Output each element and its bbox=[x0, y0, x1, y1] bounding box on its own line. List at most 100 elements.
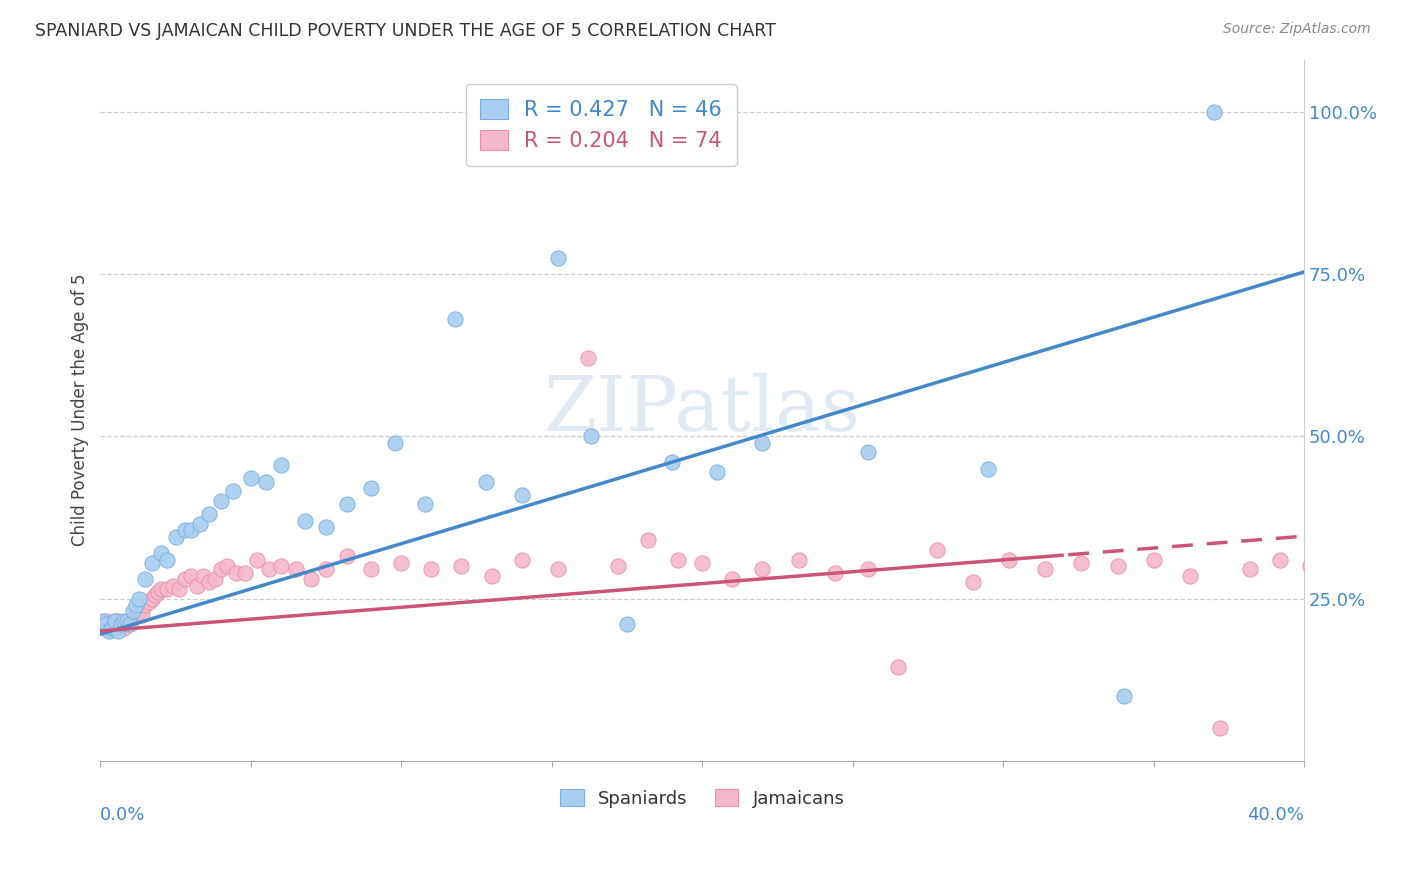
Point bbox=[233, 566, 256, 580]
Point bbox=[977, 461, 1000, 475]
Point bbox=[616, 617, 638, 632]
Point bbox=[215, 559, 238, 574]
Point bbox=[122, 611, 145, 625]
Point bbox=[180, 569, 202, 583]
Point bbox=[104, 614, 127, 628]
Point bbox=[128, 591, 150, 606]
Point bbox=[93, 614, 115, 628]
Point bbox=[787, 552, 810, 566]
Point bbox=[1178, 569, 1201, 583]
Point bbox=[415, 497, 437, 511]
Point bbox=[128, 605, 150, 619]
Point bbox=[751, 435, 773, 450]
Point bbox=[173, 572, 195, 586]
Text: 40.0%: 40.0% bbox=[1247, 806, 1305, 824]
Point bbox=[188, 516, 211, 531]
Text: SPANIARD VS JAMAICAN CHILD POVERTY UNDER THE AGE OF 5 CORRELATION CHART: SPANIARD VS JAMAICAN CHILD POVERTY UNDER… bbox=[35, 22, 776, 40]
Point bbox=[110, 617, 132, 632]
Point bbox=[254, 475, 277, 489]
Point bbox=[887, 659, 910, 673]
Point bbox=[222, 484, 245, 499]
Point bbox=[225, 566, 247, 580]
Point bbox=[107, 624, 129, 638]
Point bbox=[389, 556, 412, 570]
Point bbox=[191, 569, 214, 583]
Point bbox=[856, 562, 879, 576]
Point bbox=[122, 605, 145, 619]
Point bbox=[209, 494, 232, 508]
Point bbox=[96, 617, 118, 632]
Text: 0.0%: 0.0% bbox=[100, 806, 146, 824]
Point bbox=[101, 621, 124, 635]
Point bbox=[134, 598, 156, 612]
Point bbox=[120, 614, 142, 628]
Point bbox=[925, 542, 948, 557]
Point bbox=[1033, 562, 1056, 576]
Point bbox=[384, 435, 406, 450]
Point bbox=[125, 607, 148, 622]
Point bbox=[246, 552, 269, 566]
Point bbox=[155, 582, 177, 596]
Point bbox=[721, 572, 744, 586]
Point bbox=[270, 559, 292, 574]
Point bbox=[510, 552, 533, 566]
Point bbox=[284, 562, 307, 576]
Point bbox=[107, 614, 129, 628]
Point bbox=[360, 481, 382, 495]
Point bbox=[117, 614, 139, 628]
Point bbox=[96, 614, 118, 628]
Point bbox=[576, 351, 599, 366]
Point bbox=[110, 617, 132, 632]
Point bbox=[315, 520, 337, 534]
Legend: Spaniards, Jamaicans: Spaniards, Jamaicans bbox=[553, 781, 852, 815]
Point bbox=[186, 578, 208, 592]
Point bbox=[257, 562, 280, 576]
Point bbox=[125, 598, 148, 612]
Text: ZIPatlas: ZIPatlas bbox=[544, 373, 860, 447]
Point bbox=[481, 569, 503, 583]
Point bbox=[1202, 104, 1225, 119]
Point bbox=[547, 251, 569, 265]
Point bbox=[315, 562, 337, 576]
Point bbox=[197, 575, 219, 590]
Point bbox=[141, 556, 163, 570]
Point bbox=[98, 624, 121, 638]
Point bbox=[173, 524, 195, 538]
Point bbox=[1142, 552, 1164, 566]
Point bbox=[98, 621, 121, 635]
Point bbox=[444, 312, 467, 326]
Point bbox=[162, 578, 184, 592]
Point bbox=[209, 562, 232, 576]
Point bbox=[360, 562, 382, 576]
Point bbox=[1299, 559, 1322, 574]
Point bbox=[420, 562, 443, 576]
Point bbox=[1353, 562, 1375, 576]
Point bbox=[112, 614, 135, 628]
Point bbox=[134, 572, 156, 586]
Point bbox=[1209, 722, 1232, 736]
Point bbox=[180, 524, 202, 538]
Point bbox=[197, 507, 219, 521]
Point bbox=[117, 614, 139, 628]
Point bbox=[143, 588, 166, 602]
Point bbox=[101, 617, 124, 632]
Point bbox=[510, 488, 533, 502]
Point bbox=[149, 582, 172, 596]
Point bbox=[131, 607, 153, 622]
Point bbox=[1239, 562, 1261, 576]
Point bbox=[474, 475, 496, 489]
Point bbox=[149, 546, 172, 560]
Point bbox=[1107, 559, 1129, 574]
Point bbox=[751, 562, 773, 576]
Point bbox=[637, 533, 659, 547]
Point bbox=[450, 559, 472, 574]
Point bbox=[1070, 556, 1092, 570]
Point bbox=[167, 582, 190, 596]
Point bbox=[204, 572, 226, 586]
Point bbox=[661, 455, 683, 469]
Point bbox=[104, 614, 127, 628]
Point bbox=[146, 585, 169, 599]
Point bbox=[824, 566, 846, 580]
Point bbox=[579, 429, 602, 443]
Point bbox=[998, 552, 1021, 566]
